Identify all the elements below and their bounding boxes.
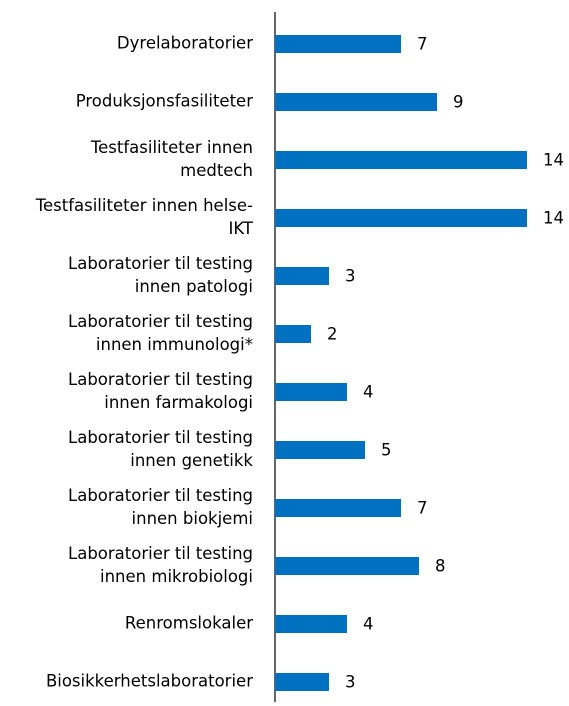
value-label: 8: [435, 557, 446, 576]
bar: [275, 615, 347, 633]
category-label: Biosikkerhetslaboratorier: [46, 672, 253, 691]
value-label: 3: [345, 267, 356, 286]
value-label: 4: [363, 383, 374, 402]
category-label: Dyrelaboratorier: [117, 34, 253, 53]
category-label: Laboratorier til testing: [68, 486, 253, 505]
category-label: innen mikrobiologi: [100, 567, 253, 586]
category-label: innen biokjemi: [132, 509, 253, 528]
bar: [275, 673, 329, 691]
bar: [275, 383, 347, 401]
category-label: Laboratorier til testing: [68, 370, 253, 389]
bar: [275, 151, 527, 169]
category-label: medtech: [180, 161, 253, 180]
value-label: 7: [417, 35, 428, 54]
value-label: 3: [345, 673, 356, 692]
value-label: 2: [327, 325, 338, 344]
category-label: Laboratorier til testing: [68, 428, 253, 447]
category-label: Renromslokaler: [125, 614, 253, 633]
bar: [275, 499, 401, 517]
value-label: 14: [543, 209, 564, 228]
value-label: 4: [363, 615, 374, 634]
value-label: 14: [543, 151, 564, 170]
category-label: IKT: [229, 219, 254, 238]
bar: [275, 267, 329, 285]
category-label: innen farmakologi: [104, 393, 253, 412]
bar: [275, 93, 437, 111]
category-label: innen genetikk: [130, 451, 253, 470]
category-label: Testfasiliteter innen helse-: [35, 196, 253, 215]
category-label: Produksjonsfasiliteter: [76, 92, 254, 111]
bar: [275, 441, 365, 459]
bar: [275, 325, 311, 343]
category-label: Laboratorier til testing: [68, 254, 253, 273]
category-label: innen patologi: [135, 277, 253, 296]
value-label: 9: [453, 93, 464, 112]
bar: [275, 35, 401, 53]
value-label: 7: [417, 499, 428, 518]
value-label: 5: [381, 441, 392, 460]
category-label: Testfasiliteter innen: [90, 138, 253, 157]
category-label: innen immunologi*: [96, 335, 253, 354]
bar: [275, 557, 419, 575]
category-label: Laboratorier til testing: [68, 544, 253, 563]
bar: [275, 209, 527, 227]
category-label: Laboratorier til testing: [68, 312, 253, 331]
